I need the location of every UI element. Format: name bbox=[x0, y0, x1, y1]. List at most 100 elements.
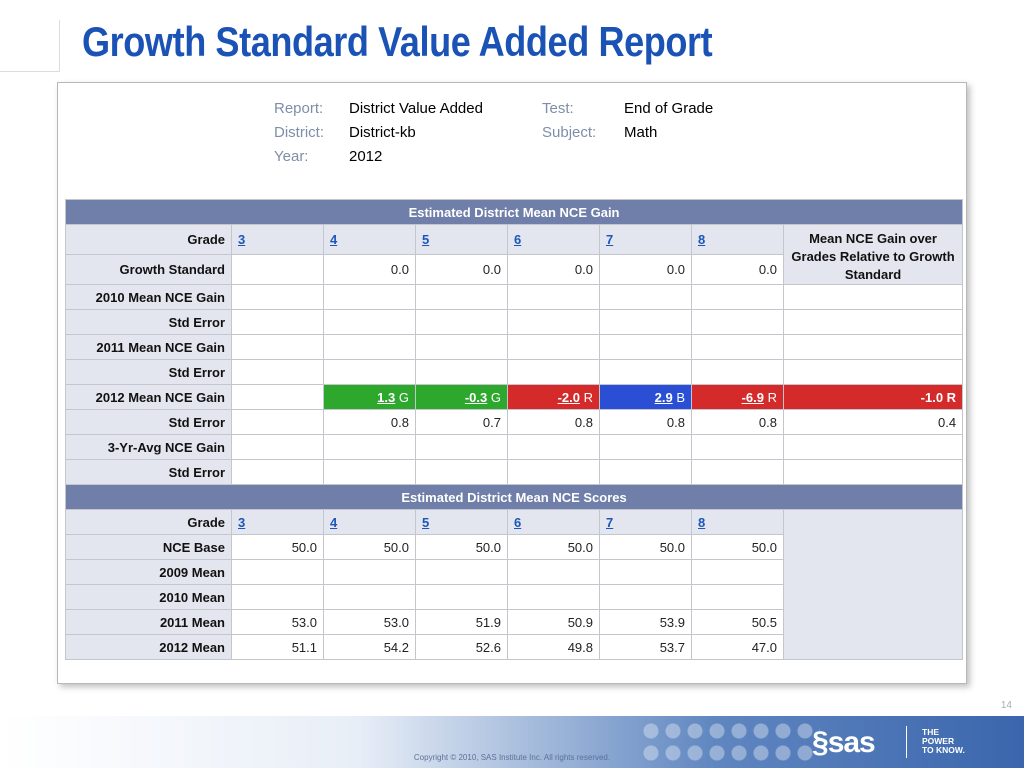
nce-base-cell: 50.0 bbox=[691, 534, 784, 560]
score-grade-link-5[interactable]: 5 bbox=[415, 509, 508, 535]
mean-2012-label: 2012 Mean bbox=[65, 634, 232, 660]
page-number: 14 bbox=[1000, 700, 1012, 711]
grade-link-8[interactable]: 8 bbox=[691, 224, 784, 255]
grade-8-link[interactable]: 8 bbox=[698, 232, 706, 247]
grade-link-7[interactable]: 7 bbox=[599, 224, 692, 255]
gain-cell-grade-7[interactable]: 2.9 B bbox=[599, 384, 692, 410]
grade-6-link[interactable]: 6 bbox=[514, 232, 522, 247]
score-grade-link-4[interactable]: 4 bbox=[323, 509, 416, 535]
slide-corner-box bbox=[0, 20, 60, 72]
mean-2011-cell: 51.9 bbox=[415, 609, 508, 635]
grade-link-3[interactable]: 3 bbox=[231, 224, 324, 255]
grade-row-label: Grade bbox=[65, 509, 232, 535]
tagline: THE POWER TO KNOW. bbox=[922, 728, 965, 755]
tagline-line: TO KNOW. bbox=[922, 745, 965, 755]
gain-value-link[interactable]: 2.9 bbox=[654, 389, 673, 405]
score-grade-link-8[interactable]: 8 bbox=[691, 509, 784, 535]
grade-row-label: Grade bbox=[65, 224, 232, 255]
std-error-summary-cell: 0.4 bbox=[782, 409, 964, 435]
mean-2011-cell: 50.5 bbox=[691, 609, 784, 635]
nce-base-cell: 50.0 bbox=[599, 534, 692, 560]
logo-divider bbox=[906, 726, 907, 758]
gain-code: B bbox=[676, 389, 685, 405]
test-label: Test: bbox=[542, 100, 574, 117]
sas-logo: §sas bbox=[812, 726, 876, 760]
gain-value-link[interactable]: -2.0 bbox=[557, 389, 580, 405]
district-label: District: bbox=[274, 124, 324, 141]
grade-link-5[interactable]: 5 bbox=[415, 224, 508, 255]
growth-standard-cell: 0.0 bbox=[323, 254, 416, 285]
gain-summary-cell: -1.0 R bbox=[782, 384, 964, 410]
nce-base-cell: 50.0 bbox=[507, 534, 600, 560]
std-error-label: Std Error bbox=[65, 309, 232, 335]
std-error-label: Std Error bbox=[65, 409, 232, 435]
grade-5-link[interactable]: 5 bbox=[422, 232, 430, 247]
mean-2011-cell: 53.0 bbox=[323, 609, 416, 635]
tagline-line: POWER bbox=[922, 736, 955, 746]
summary-column-header: Mean NCE Gain over Grades Relative to Gr… bbox=[782, 224, 964, 285]
gain-cell-grade-5[interactable]: -0.3 G bbox=[415, 384, 508, 410]
gain-code: G bbox=[490, 389, 501, 405]
grade-5-link[interactable]: 5 bbox=[422, 514, 430, 530]
scores-side-blank bbox=[782, 509, 964, 660]
grade-6-link[interactable]: 6 bbox=[514, 514, 522, 530]
subject-value: Math bbox=[624, 124, 658, 141]
growth-standard-cell: 0.0 bbox=[415, 254, 508, 285]
district-value: District-kb bbox=[349, 124, 416, 141]
std-error-label: Std Error bbox=[65, 359, 232, 385]
grade-8-link[interactable]: 8 bbox=[698, 514, 706, 530]
score-grade-link-7[interactable]: 7 bbox=[599, 509, 692, 535]
growth-standard-cell bbox=[231, 254, 324, 285]
mean-2012-cell: 54.2 bbox=[323, 634, 416, 660]
year-label: Year: bbox=[274, 148, 309, 165]
grade-4-link[interactable]: 4 bbox=[330, 232, 338, 247]
gain-code: G bbox=[398, 389, 409, 405]
std-error-cell: 0.8 bbox=[691, 409, 784, 435]
grade-link-6[interactable]: 6 bbox=[507, 224, 600, 255]
nce-base-label: NCE Base bbox=[65, 534, 232, 560]
grade-3-link[interactable]: 3 bbox=[238, 514, 246, 530]
sas-logo-text: sas bbox=[827, 726, 876, 759]
mean-2011-cell: 53.0 bbox=[231, 609, 324, 635]
gain-value-link[interactable]: -6.9 bbox=[741, 389, 764, 405]
subject-label: Subject: bbox=[542, 124, 597, 141]
gain-value-link[interactable]: -0.3 bbox=[464, 389, 488, 405]
gain-cell-empty bbox=[231, 384, 324, 410]
std-error-label: Std Error bbox=[65, 459, 232, 485]
mean-2010-label: 2010 Mean bbox=[65, 584, 232, 610]
copyright-text: Copyright © 2010, SAS Institute Inc. All… bbox=[413, 753, 611, 762]
grade-link-4[interactable]: 4 bbox=[323, 224, 416, 255]
nce-base-cell: 50.0 bbox=[231, 534, 324, 560]
report-value: District Value Added bbox=[349, 100, 483, 117]
avg-3yr-gain-label: 3-Yr-Avg NCE Gain bbox=[65, 434, 232, 460]
test-value: End of Grade bbox=[624, 100, 714, 117]
year-value: 2012 bbox=[349, 148, 383, 165]
mean-2011-gain-label: 2011 Mean NCE Gain bbox=[65, 334, 232, 360]
grade-7-link[interactable]: 7 bbox=[606, 514, 614, 530]
score-grade-link-6[interactable]: 6 bbox=[507, 509, 600, 535]
std-error-cell: 0.7 bbox=[415, 409, 508, 435]
gain-section-header: Estimated District Mean NCE Gain bbox=[64, 199, 964, 225]
std-error-cell: 0.8 bbox=[599, 409, 692, 435]
tagline-line: THE bbox=[922, 727, 939, 737]
mean-2012-cell: 47.0 bbox=[691, 634, 784, 660]
grade-3-link[interactable]: 3 bbox=[238, 232, 246, 247]
std-error-cell bbox=[231, 409, 324, 435]
report-metadata: Report: District Value Added Test: End o… bbox=[274, 97, 713, 169]
footer-dot-pattern bbox=[640, 720, 820, 764]
mean-2011-cell: 53.9 bbox=[599, 609, 692, 635]
gain-cell-grade-4[interactable]: 1.3 G bbox=[323, 384, 416, 410]
mean-2011-cell: 50.9 bbox=[507, 609, 600, 635]
grade-4-link[interactable]: 4 bbox=[330, 514, 338, 530]
sas-s-icon: § bbox=[812, 726, 829, 759]
std-error-cell: 0.8 bbox=[323, 409, 416, 435]
gain-value-link[interactable]: 1.3 bbox=[377, 389, 396, 405]
mean-2011-label: 2011 Mean bbox=[65, 609, 232, 635]
gain-cell-grade-8[interactable]: -6.9 R bbox=[691, 384, 784, 410]
gain-cell-grade-6[interactable]: -2.0 R bbox=[507, 384, 600, 410]
nce-base-cell: 50.0 bbox=[323, 534, 416, 560]
growth-standard-cell: 0.0 bbox=[599, 254, 692, 285]
mean-2010-gain-label: 2010 Mean NCE Gain bbox=[65, 284, 232, 310]
grade-7-link[interactable]: 7 bbox=[606, 232, 614, 247]
score-grade-link-3[interactable]: 3 bbox=[231, 509, 324, 535]
